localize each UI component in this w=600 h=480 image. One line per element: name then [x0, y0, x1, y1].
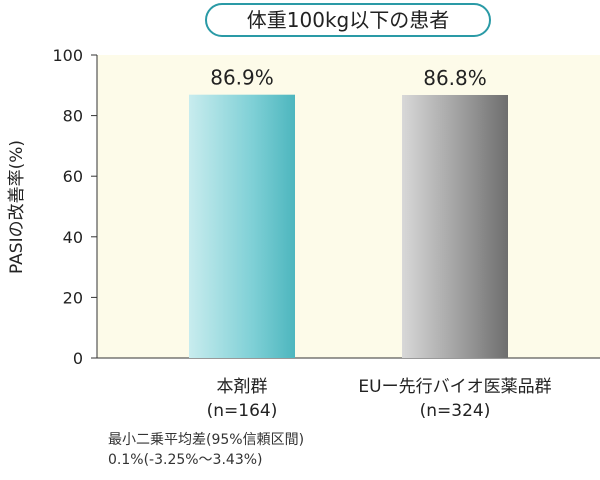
- footnote-line-2: 0.1%(-3.25%〜3.43%): [108, 452, 263, 468]
- plot-area: [97, 55, 600, 358]
- category-labels: 本剤群 (n=164) EUー先行バイオ医薬品群 (n=324): [207, 377, 552, 421]
- y-tick-label: 20: [63, 288, 83, 307]
- footnote: 最小二乗平均差(95%信頼区間) 0.1%(-3.25%〜3.43%): [108, 430, 304, 470]
- chart-title-box: 体重100kg以下の患者: [205, 3, 491, 37]
- bar-value-label: 86.9%: [210, 66, 274, 90]
- y-tick-label: 100: [52, 46, 83, 65]
- bar-value-label: 86.8%: [423, 66, 487, 90]
- bar-1: [189, 94, 295, 359]
- bar-2: [402, 94, 508, 358]
- bars: 86.9% 86.8%: [189, 66, 508, 359]
- y-axis-label: PASIの改善率(%): [7, 140, 27, 274]
- y-tick-label: 80: [63, 107, 83, 126]
- y-tick-label: 40: [63, 228, 83, 247]
- y-axis-ticks: 0 20 40 60 80 100: [52, 46, 97, 368]
- chart-title: 体重100kg以下の患者: [247, 8, 449, 32]
- y-tick-label: 0: [73, 349, 83, 368]
- category-n-label: (n=164): [207, 401, 278, 421]
- category-label: 本剤群: [217, 377, 268, 397]
- y-tick-label: 60: [63, 167, 83, 186]
- category-label: EUー先行バイオ医薬品群: [358, 377, 551, 397]
- category-n-label: (n=324): [420, 401, 491, 421]
- footnote-line-1: 最小二乗平均差(95%信頼区間): [108, 432, 305, 448]
